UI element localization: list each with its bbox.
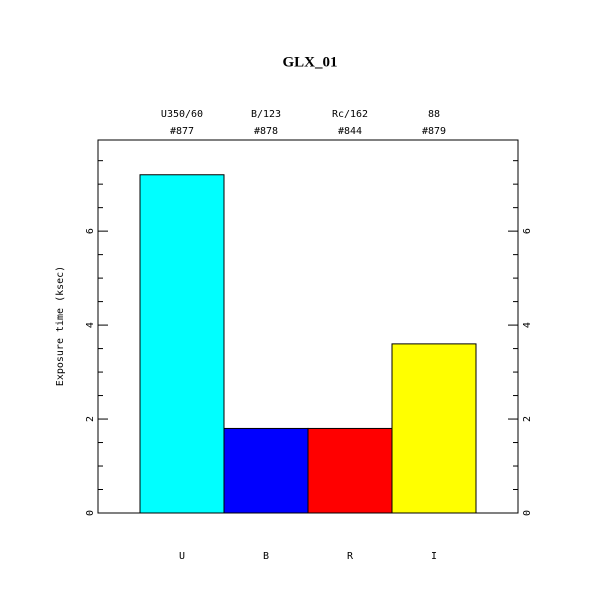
y-tick-label: 4 <box>85 322 96 328</box>
x-tick-label: R <box>347 551 354 562</box>
id-label: #878 <box>254 126 278 137</box>
filter-label: Rc/162 <box>332 109 368 120</box>
y-tick-label-right: 2 <box>522 416 533 422</box>
y-tick-label: 0 <box>85 510 96 516</box>
y-tick-label-right: 6 <box>522 228 533 234</box>
filter-label: 88 <box>428 109 440 120</box>
y-tick-label: 2 <box>85 416 96 422</box>
x-tick-label: I <box>431 551 437 562</box>
id-label: #844 <box>338 126 362 137</box>
bar <box>223 427 309 514</box>
chart-title: GLX_01 <box>282 54 337 70</box>
y-tick-label: 6 <box>85 228 96 234</box>
y-axis-label: Exposure time (ksec) <box>55 266 66 386</box>
x-tick-label: U <box>179 551 185 562</box>
y-tick-label-right: 0 <box>522 510 533 516</box>
y-tick-label-right: 4 <box>522 322 533 328</box>
id-label: #877 <box>170 126 194 137</box>
filter-label: U350/60 <box>161 109 203 120</box>
bar <box>139 174 225 514</box>
filter-label: B/123 <box>251 109 281 120</box>
bar <box>391 343 477 514</box>
plot-frame <box>97 139 519 514</box>
x-tick-label: B <box>263 551 269 562</box>
id-label: #879 <box>422 126 446 137</box>
bar <box>307 427 393 514</box>
